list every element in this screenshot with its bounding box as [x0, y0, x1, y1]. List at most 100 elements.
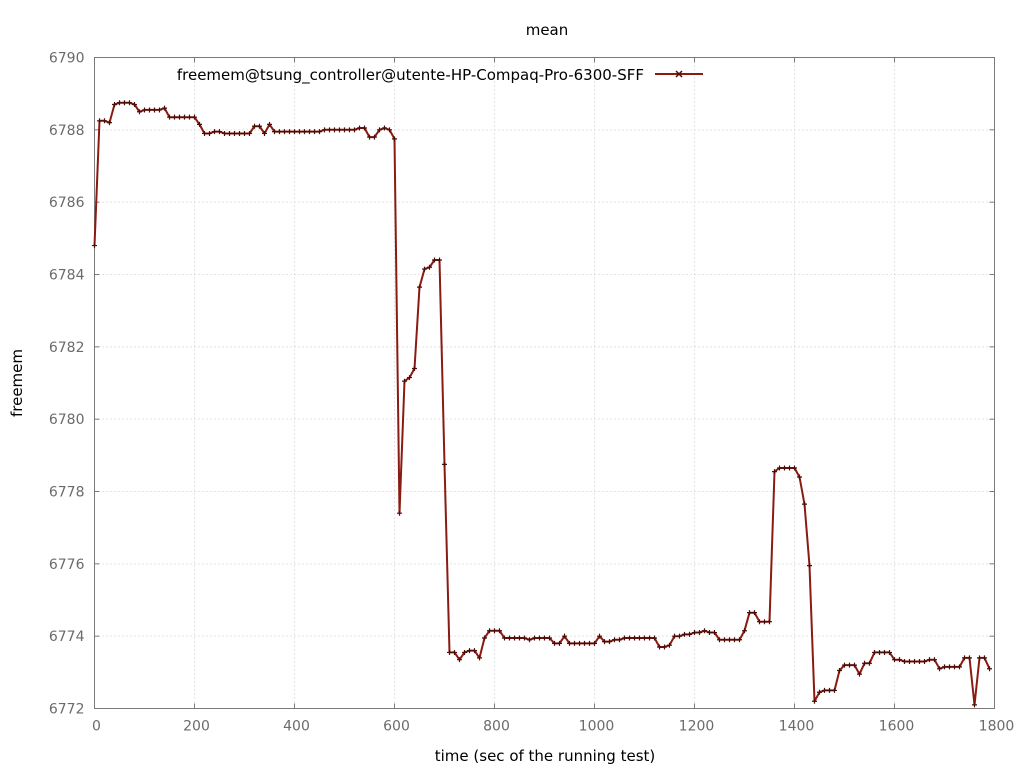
- plot-frame: [94, 57, 995, 709]
- data-point: [702, 628, 707, 634]
- data-point: [122, 100, 127, 106]
- data-point: [647, 635, 652, 641]
- chart-title: mean: [526, 21, 569, 39]
- data-point: [842, 662, 847, 668]
- data-point: [257, 123, 262, 129]
- data-point: [297, 129, 302, 135]
- data-point: [562, 633, 567, 639]
- x-tick-label: 600: [383, 719, 410, 735]
- data-point: [732, 637, 737, 643]
- data-point: [512, 635, 517, 641]
- data-point: [922, 658, 927, 664]
- data-point: [947, 664, 952, 670]
- data-point: [607, 639, 612, 645]
- data-point: [127, 100, 132, 106]
- data-point: [237, 130, 242, 136]
- data-point: [932, 657, 937, 663]
- data-point: [722, 637, 727, 643]
- data-point: [792, 465, 797, 471]
- data-point: [472, 648, 477, 654]
- data-point: [302, 129, 307, 135]
- x-tick-label: 1000: [579, 719, 615, 735]
- data-point: [837, 668, 842, 674]
- data-point: [972, 702, 977, 708]
- legend-marker: [675, 70, 683, 78]
- data-point: [687, 631, 692, 637]
- x-axis-label: time (sec of the running test): [435, 747, 656, 765]
- data-point: [252, 123, 257, 129]
- y-tick-label: 6782: [49, 340, 85, 356]
- data-point: [502, 635, 507, 641]
- data-point: [292, 129, 297, 135]
- data-point: [497, 628, 502, 634]
- data-point: [507, 635, 512, 641]
- data-point: [532, 635, 537, 641]
- data-point: [377, 127, 382, 133]
- data-point: [282, 129, 287, 135]
- data-point: [112, 102, 117, 108]
- legend-entry-label: freemem@tsung_controller@utente-HP-Compa…: [177, 66, 644, 85]
- data-point: [182, 114, 187, 120]
- data-point: [807, 563, 812, 569]
- y-tick-label: 6776: [49, 557, 85, 573]
- data-point: [872, 649, 877, 655]
- data-point: [712, 630, 717, 636]
- data-point: [957, 664, 962, 670]
- data-point: [307, 129, 312, 135]
- data-point: [92, 243, 97, 249]
- data-point: [397, 510, 402, 516]
- data-point: [362, 125, 367, 131]
- data-point: [422, 266, 427, 272]
- data-point: [567, 640, 572, 646]
- data-point: [287, 129, 292, 135]
- data-point: [877, 649, 882, 655]
- data-point: [572, 640, 577, 646]
- data-point: [312, 129, 317, 135]
- data-point: [227, 130, 232, 136]
- data-point: [102, 118, 107, 124]
- data-point: [942, 664, 947, 670]
- data-point: [107, 120, 112, 126]
- data-point: [117, 100, 122, 106]
- grid-lines: [94, 57, 995, 709]
- data-point: [462, 649, 467, 655]
- data-point: [352, 127, 357, 133]
- data-point: [412, 366, 417, 372]
- data-point: [342, 127, 347, 133]
- data-point: [337, 127, 342, 133]
- y-tick-label: 6786: [49, 195, 85, 211]
- data-point: [632, 635, 637, 641]
- data-point: [742, 628, 747, 634]
- data-point: [327, 127, 332, 133]
- data-point: [272, 129, 277, 135]
- data-point: [217, 129, 222, 135]
- data-point: [382, 125, 387, 131]
- data-point: [357, 125, 362, 131]
- data-point: [452, 649, 457, 655]
- data-point: [727, 637, 732, 643]
- data-point: [642, 635, 647, 641]
- data-point: [682, 631, 687, 637]
- data-point: [912, 658, 917, 664]
- data-point: [467, 648, 472, 654]
- data-point: [757, 619, 762, 625]
- data-point: [692, 630, 697, 636]
- data-point: [552, 640, 557, 646]
- data-point: [372, 134, 377, 140]
- data-point: [637, 635, 642, 641]
- data-point: [202, 130, 207, 136]
- data-point: [262, 130, 267, 136]
- data-point: [882, 649, 887, 655]
- data-point: [917, 658, 922, 664]
- data-point: [167, 114, 172, 120]
- data-point: [747, 610, 752, 616]
- x-tick-label: 1800: [979, 719, 1015, 735]
- x-tick-label: 0: [92, 719, 101, 735]
- axis-ticks: 0 200 400 600 800 1000 1200 1400 1600 1800 6772 677…: [49, 51, 1014, 735]
- data-point: [477, 655, 482, 661]
- data-point: [367, 134, 372, 140]
- data-point: [787, 465, 792, 471]
- data-point: [852, 662, 857, 668]
- data-point: [577, 640, 582, 646]
